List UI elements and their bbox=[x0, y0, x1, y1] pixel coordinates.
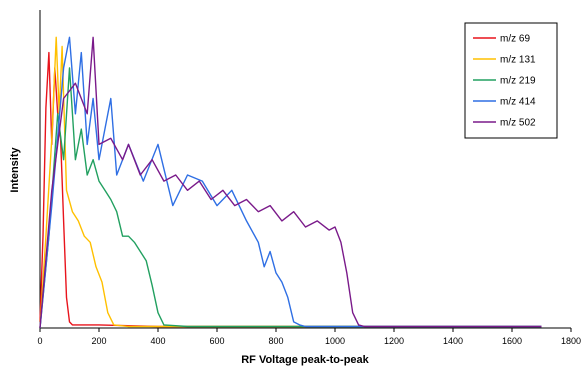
x-axis-title: RF Voltage peak-to-peak bbox=[241, 354, 369, 366]
x-tick-label: 0 bbox=[37, 336, 42, 346]
plot-area bbox=[39, 10, 571, 329]
x-tick-label: 1600 bbox=[502, 336, 522, 346]
x-tick-label: 600 bbox=[209, 336, 224, 346]
legend-label: m/z 502 bbox=[500, 118, 536, 129]
legend: m/z 69 m/z 131 m/z 219 m/z 414 m/z 502 bbox=[464, 22, 558, 139]
x-tick-label: 1200 bbox=[384, 336, 404, 346]
series-line-3 bbox=[39, 36, 542, 329]
x-tick-label: 800 bbox=[268, 336, 283, 346]
legend-label: m/z 414 bbox=[500, 97, 536, 108]
legend-label: m/z 131 bbox=[500, 55, 536, 66]
y-axis-title: Intensity bbox=[9, 147, 21, 193]
series-line-1 bbox=[39, 36, 542, 329]
x-tick-label: 1000 bbox=[325, 336, 345, 346]
x-tick-label: 1400 bbox=[443, 336, 463, 346]
x-tick-label: 400 bbox=[150, 336, 165, 346]
x-tick-label: 200 bbox=[91, 336, 106, 346]
x-axis-ticks: 0 200 400 600 800 1000 1200 1400 1600 1800 bbox=[37, 328, 581, 346]
legend-label: m/z 219 bbox=[500, 76, 536, 87]
legend-label: m/z 69 bbox=[500, 34, 530, 45]
series-line-2 bbox=[39, 67, 542, 329]
series-line-4 bbox=[39, 36, 542, 329]
x-tick-label: 1800 bbox=[561, 336, 581, 346]
series-lines bbox=[39, 36, 542, 329]
